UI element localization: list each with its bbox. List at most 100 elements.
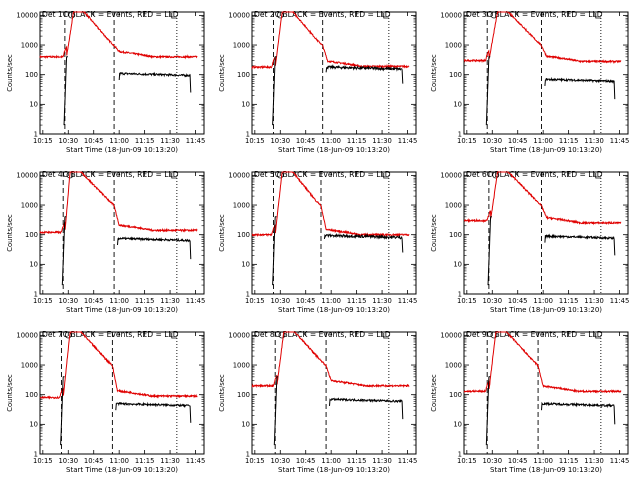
x-tick-label: 10:45: [296, 457, 316, 465]
y-tick-label: 100: [449, 391, 462, 399]
peak-circle-marker: [492, 171, 500, 179]
y-tick-label: 10: [29, 421, 38, 429]
plot-frame: [251, 11, 417, 135]
x-tick-label: 11:15: [559, 137, 579, 145]
x-tick-label: 10:30: [58, 297, 78, 305]
x-tick-label: 10:45: [508, 137, 528, 145]
y-tick-label: 10000: [440, 172, 462, 180]
y-tick-label: 1000: [233, 361, 250, 369]
panel-title: Det 9C BLACK = Events, RED = LLD: [466, 330, 603, 339]
x-tick-label: 11:45: [186, 297, 206, 305]
x-tick-label: 10:15: [33, 297, 53, 305]
lld-series-line: [39, 330, 198, 400]
y-tick-label: 1000: [445, 41, 462, 49]
y-tick-label: 1: [246, 450, 250, 458]
y-axis-label: Counts/sec: [6, 54, 14, 92]
x-tick-label: 10:45: [508, 297, 528, 305]
x-tick-label: 10:15: [245, 457, 265, 465]
y-tick-label: 10000: [228, 172, 250, 180]
l-shaped-marker: [595, 13, 601, 19]
x-tick-label: 10:45: [508, 457, 528, 465]
y-tick-label: 1000: [233, 201, 250, 209]
y-tick-label: 1: [458, 290, 462, 298]
x-tick-label: 10:30: [58, 457, 78, 465]
plot-frame: [463, 171, 629, 295]
x-tick-label: 11:15: [347, 137, 367, 145]
y-tick-label: 100: [449, 71, 462, 79]
peak-circle-marker: [64, 331, 72, 339]
y-tick-label: 1: [34, 290, 38, 298]
y-tick-label: 10: [241, 261, 250, 269]
x-tick-label: 11:45: [610, 297, 630, 305]
y-tick-label: 10: [241, 421, 250, 429]
y-tick-label: 100: [25, 71, 38, 79]
l-shaped-marker: [383, 173, 389, 179]
events-series-line: [63, 56, 68, 126]
events-series-line: [272, 216, 277, 286]
events-series-line: [60, 376, 65, 446]
x-tick-label: 11:30: [372, 137, 392, 145]
y-tick-label: 10: [453, 421, 462, 429]
y-tick-label: 1: [246, 130, 250, 138]
x-tick-label: 10:45: [84, 137, 104, 145]
lld-series-line: [251, 171, 410, 238]
x-axis-label: Start Time (18-Jun-09 10:13:20): [278, 146, 390, 154]
y-tick-label: 10000: [228, 12, 250, 20]
plot-frame: [39, 11, 205, 135]
x-axis-label: Start Time (18-Jun-09 10:13:20): [66, 466, 178, 474]
lld-series-line: [251, 10, 410, 70]
x-tick-label: 10:15: [245, 137, 265, 145]
x-tick-label: 11:30: [160, 457, 180, 465]
x-axis-label: Start Time (18-Jun-09 10:13:20): [66, 146, 178, 154]
panel-det-6: Det 6C BLACK = Events, RED = LLD Counts/s…: [430, 170, 629, 314]
y-tick-label: 100: [449, 231, 462, 239]
plot-frame: [39, 331, 205, 455]
x-tick-label: 11:00: [533, 137, 553, 145]
x-tick-label: 10:15: [245, 297, 265, 305]
y-tick-label: 10: [29, 101, 38, 109]
x-tick-label: 10:15: [33, 137, 53, 145]
peak-circle-marker: [276, 11, 284, 19]
x-tick-label: 11:45: [610, 137, 630, 145]
y-tick-label: 100: [237, 391, 250, 399]
x-tick-label: 10:30: [270, 137, 290, 145]
x-axis-label: Start Time (18-Jun-09 10:13:20): [278, 306, 390, 314]
plot-frame: [251, 171, 417, 295]
events-series-line: [325, 64, 404, 84]
lld-series-line: [463, 171, 622, 226]
peak-circle-marker: [68, 11, 76, 19]
x-tick-label: 11:45: [186, 457, 206, 465]
y-tick-label: 1: [34, 130, 38, 138]
x-tick-label: 11:15: [559, 457, 579, 465]
events-series-line: [115, 401, 192, 423]
events-series-line: [323, 233, 404, 253]
y-tick-label: 10000: [16, 172, 38, 180]
x-tick-label: 11:00: [533, 297, 553, 305]
y-tick-label: 1: [458, 450, 462, 458]
peak-circle-marker: [490, 331, 498, 339]
events-series-line: [273, 376, 279, 446]
x-tick-label: 11:15: [559, 297, 579, 305]
lld-series-line: [463, 11, 622, 65]
y-tick-label: 10: [453, 101, 462, 109]
y-tick-label: 100: [237, 71, 250, 79]
x-tick-label: 11:30: [160, 297, 180, 305]
x-tick-label: 11:00: [533, 457, 553, 465]
panel-det-3: Det 3C BLACK = Events, RED = LLD Counts/s…: [430, 10, 629, 154]
y-tick-label: 100: [237, 231, 250, 239]
y-tick-label: 10000: [440, 332, 462, 340]
x-tick-label: 11:45: [610, 457, 630, 465]
x-tick-label: 11:15: [347, 457, 367, 465]
x-tick-label: 11:15: [347, 297, 367, 305]
x-tick-label: 10:15: [457, 137, 477, 145]
peak-circle-marker: [276, 171, 284, 179]
y-axis-label: Counts/sec: [430, 54, 438, 92]
x-axis-label: Start Time (18-Jun-09 10:13:20): [490, 306, 602, 314]
events-series-line: [485, 56, 491, 126]
x-tick-label: 11:00: [321, 297, 341, 305]
y-axis-label: Counts/sec: [430, 214, 438, 252]
l-shaped-marker: [171, 13, 177, 19]
x-tick-label: 11:45: [398, 137, 418, 145]
events-series-line: [329, 397, 404, 420]
